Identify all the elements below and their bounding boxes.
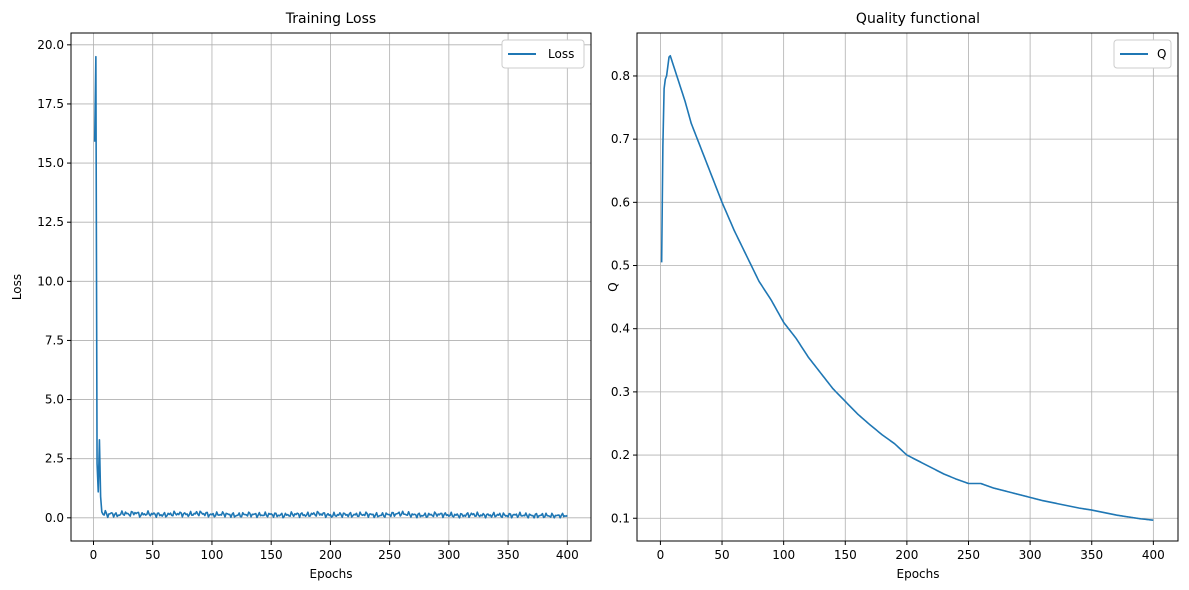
loss-xtick-label: 0 bbox=[90, 548, 98, 562]
quality-chart-yticks: 0.1 0.2 0.3 0.4 0.5 0.6 0.7 0.8 bbox=[611, 69, 637, 525]
quality-chart-xticks: 0 50 100 150 200 250 300 350 400 bbox=[657, 541, 1165, 562]
loss-xtick-label: 400 bbox=[556, 548, 579, 562]
loss-series-line bbox=[93, 55, 568, 519]
quality-xtick-label: 200 bbox=[895, 548, 918, 562]
loss-ytick-label: 7.5 bbox=[45, 333, 64, 347]
quality-xtick-label: 50 bbox=[714, 548, 729, 562]
loss-ytick-label: 0.0 bbox=[45, 511, 64, 525]
quality-chart-grid bbox=[637, 33, 1178, 541]
loss-chart-yticks: 0.0 2.5 5.0 7.5 10.0 12.5 15.0 17.5 20.0 bbox=[37, 38, 71, 525]
quality-chart-series bbox=[660, 54, 1154, 521]
loss-chart: Training Loss 0 50 100 150 200 250 300 350 400 0… bbox=[10, 11, 592, 581]
quality-chart-ylabel: Q bbox=[606, 282, 620, 291]
loss-chart-ylabel: Loss bbox=[10, 274, 24, 300]
loss-ytick-label: 17.5 bbox=[37, 97, 64, 111]
quality-ytick-label: 0.3 bbox=[611, 385, 630, 399]
loss-chart-title: Training Loss bbox=[285, 11, 376, 27]
quality-ytick-label: 0.2 bbox=[611, 448, 630, 462]
quality-chart-xlabel: Epochs bbox=[897, 567, 940, 581]
quality-xtick-label: 350 bbox=[1080, 548, 1103, 562]
loss-xtick-label: 350 bbox=[497, 548, 520, 562]
quality-xtick-label: 100 bbox=[772, 548, 795, 562]
quality-chart: Quality functional 0 50 100 150 200 250 300 350… bbox=[606, 11, 1179, 581]
quality-ytick-label: 0.1 bbox=[611, 511, 630, 525]
quality-ytick-label: 0.6 bbox=[611, 195, 630, 209]
loss-ytick-label: 12.5 bbox=[37, 215, 64, 229]
loss-legend-box bbox=[501, 39, 585, 69]
quality-xtick-label: 250 bbox=[957, 548, 980, 562]
quality-legend-label: Q bbox=[1157, 47, 1166, 61]
loss-ytick-label: 10.0 bbox=[37, 274, 64, 288]
quality-xtick-label: 150 bbox=[834, 548, 857, 562]
loss-chart-legend: Loss bbox=[501, 39, 585, 69]
quality-chart-legend: Q bbox=[1113, 39, 1172, 69]
loss-chart-xlabel: Epochs bbox=[310, 567, 353, 581]
loss-xtick-label: 50 bbox=[145, 548, 160, 562]
quality-ytick-label: 0.4 bbox=[611, 322, 630, 336]
quality-xtick-label: 400 bbox=[1142, 548, 1165, 562]
loss-legend-label: Loss bbox=[548, 47, 574, 61]
quality-xtick-label: 0 bbox=[657, 548, 665, 562]
quality-chart-frame bbox=[636, 32, 1179, 542]
quality-ytick-label: 0.7 bbox=[611, 132, 630, 146]
loss-xtick-label: 200 bbox=[319, 548, 342, 562]
loss-chart-frame bbox=[70, 32, 592, 542]
loss-ytick-label: 2.5 bbox=[45, 452, 64, 466]
loss-xtick-label: 250 bbox=[378, 548, 401, 562]
loss-ytick-label: 5.0 bbox=[45, 393, 64, 407]
loss-chart-series bbox=[93, 55, 568, 519]
quality-series-line bbox=[660, 54, 1154, 521]
loss-xtick-label: 100 bbox=[201, 548, 224, 562]
quality-xtick-label: 300 bbox=[1019, 548, 1042, 562]
loss-chart-grid bbox=[71, 33, 591, 541]
loss-xtick-label: 150 bbox=[260, 548, 283, 562]
quality-ytick-label: 0.5 bbox=[611, 259, 630, 273]
loss-xtick-label: 300 bbox=[437, 548, 460, 562]
loss-ytick-label: 20.0 bbox=[37, 38, 64, 52]
loss-ytick-label: 15.0 bbox=[37, 156, 64, 170]
quality-chart-title: Quality functional bbox=[856, 11, 980, 27]
loss-chart-xticks: 0 50 100 150 200 250 300 350 400 bbox=[90, 541, 579, 562]
quality-ytick-label: 0.8 bbox=[611, 69, 630, 83]
